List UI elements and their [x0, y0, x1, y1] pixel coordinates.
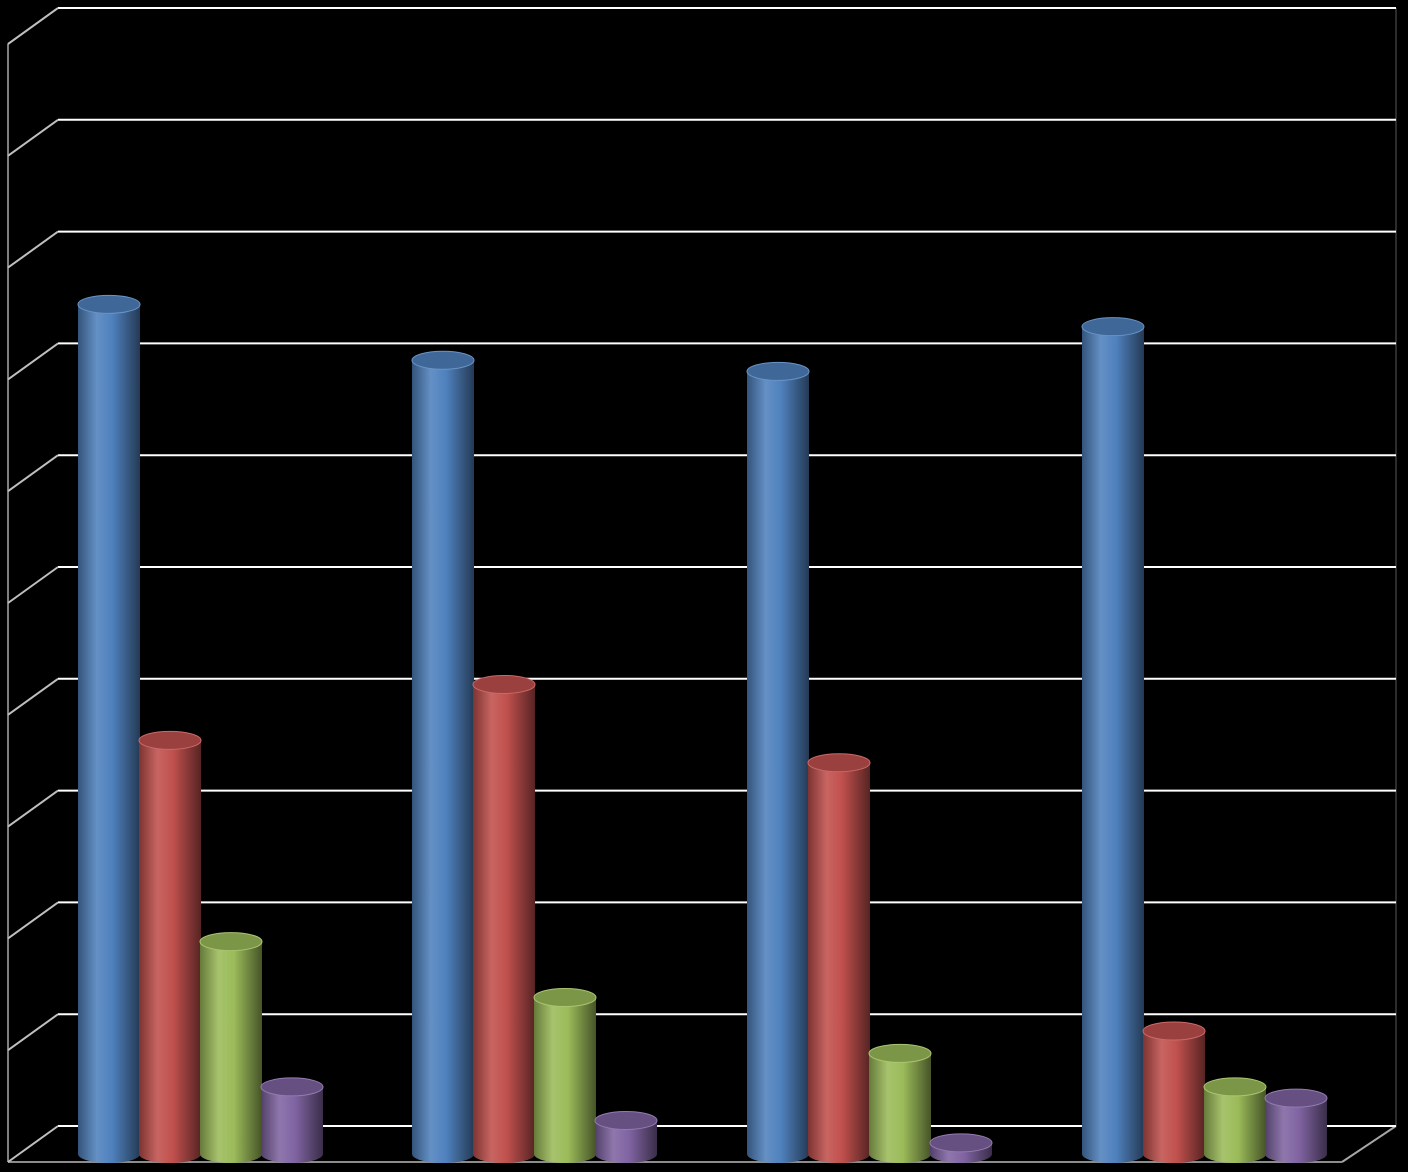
bar-series0-cat1 — [411, 350, 475, 1164]
bar-series1-cat0 — [138, 730, 202, 1163]
category-group-2 — [746, 361, 993, 1163]
bar-series3-cat1 — [594, 1110, 658, 1163]
gridline-2 — [7, 901, 1396, 940]
bar-series1-cat2 — [807, 753, 871, 1163]
gridline-8 — [7, 230, 1396, 269]
bar-series2-cat2 — [868, 1043, 932, 1163]
category-group-0 — [77, 294, 324, 1163]
bar-series2-cat3 — [1203, 1077, 1267, 1163]
gridline-1 — [7, 1013, 1396, 1052]
bar-series3-cat2 — [929, 1133, 993, 1163]
bar-series1-cat1 — [472, 674, 536, 1163]
gridline-4 — [7, 677, 1396, 716]
bar-series0-cat3 — [1081, 317, 1145, 1163]
gridline-3 — [7, 789, 1396, 828]
bar-series0-cat0 — [77, 294, 141, 1163]
gridline-5 — [7, 566, 1396, 604]
bar-series3-cat0 — [260, 1077, 324, 1163]
bar-series1-cat3 — [1142, 1021, 1206, 1163]
category-group-1 — [411, 350, 658, 1164]
gridline-6 — [7, 454, 1396, 493]
bar-series3-cat3 — [1264, 1088, 1328, 1163]
floor-right-edge — [1341, 1125, 1397, 1163]
bar-series0-cat2 — [746, 361, 810, 1163]
gridline-10 — [7, 7, 1396, 45]
gridline-9 — [7, 118, 1396, 157]
category-group-3 — [1081, 317, 1328, 1163]
bar-series2-cat0 — [199, 932, 263, 1163]
bars — [77, 294, 1328, 1164]
gridline-7 — [7, 342, 1396, 381]
bar-series2-cat1 — [533, 987, 597, 1163]
